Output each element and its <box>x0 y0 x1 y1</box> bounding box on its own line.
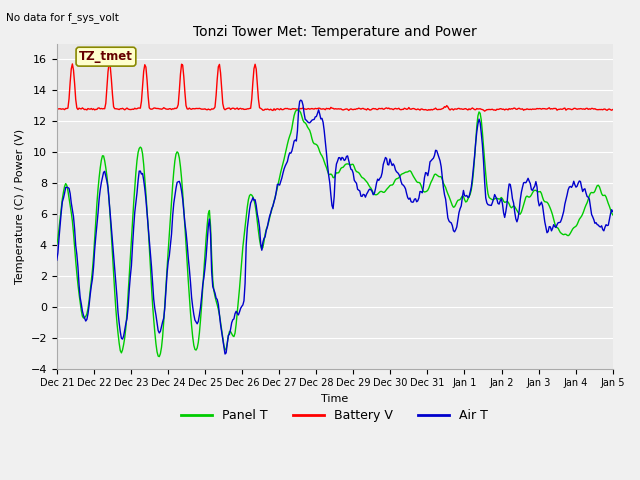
X-axis label: Time: Time <box>321 394 348 404</box>
Y-axis label: Temperature (C) / Power (V): Temperature (C) / Power (V) <box>15 129 25 284</box>
Legend: Panel T, Battery V, Air T: Panel T, Battery V, Air T <box>176 404 493 427</box>
Text: TZ_tmet: TZ_tmet <box>79 50 133 63</box>
Text: No data for f_sys_volt: No data for f_sys_volt <box>6 12 119 23</box>
Title: Tonzi Tower Met: Temperature and Power: Tonzi Tower Met: Temperature and Power <box>193 24 477 38</box>
